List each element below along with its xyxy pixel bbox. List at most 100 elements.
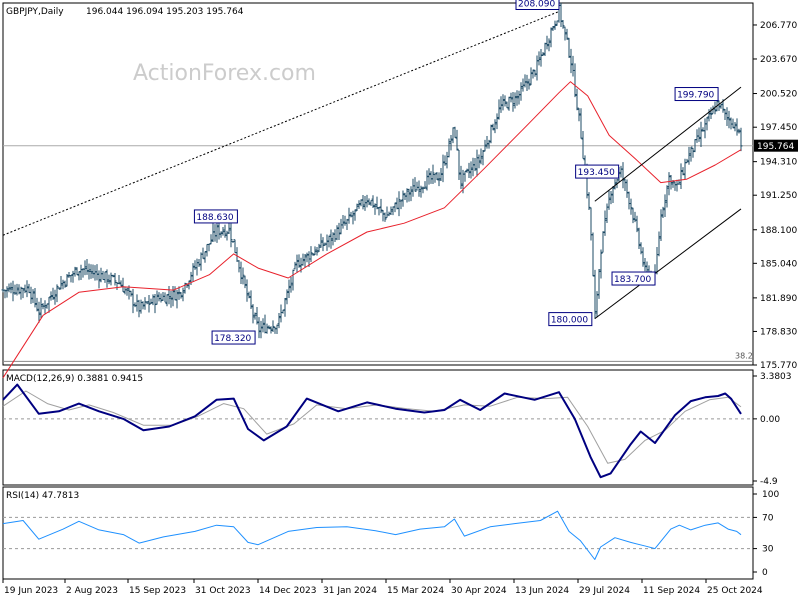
candle — [733, 122, 737, 132]
rsi-tick-label: 70 — [762, 513, 774, 523]
candle — [569, 48, 573, 74]
candle — [581, 131, 585, 160]
candle — [375, 196, 379, 210]
macd-signal-line — [2, 390, 742, 464]
price-annotation: 193.450 — [575, 164, 620, 179]
candle — [407, 188, 411, 202]
candle — [231, 240, 235, 243]
price-annotation: 178.320 — [211, 330, 256, 345]
candle — [565, 28, 569, 40]
candle — [563, 26, 567, 41]
symbol-title: GBPJPY,Daily — [6, 7, 64, 17]
candle — [147, 295, 151, 313]
candle — [357, 200, 361, 209]
candle — [389, 206, 393, 216]
candle — [313, 246, 317, 256]
macd-tick-label: 0.00 — [760, 415, 780, 425]
candle — [463, 170, 467, 182]
annotation-box — [611, 271, 656, 286]
candle — [125, 287, 129, 296]
candle — [303, 254, 307, 268]
date-tick-label: 25 Oct 2024 — [707, 586, 763, 596]
candle — [549, 27, 553, 48]
candle — [85, 259, 89, 275]
candle — [159, 293, 163, 303]
candle — [409, 186, 413, 202]
candle — [625, 179, 629, 198]
candle — [247, 291, 251, 299]
candle — [155, 290, 159, 305]
candle — [441, 154, 445, 183]
candle — [163, 292, 167, 303]
candle — [413, 177, 417, 192]
annotation-box — [211, 330, 256, 345]
price-annotation: 208.090 — [515, 0, 560, 10]
candle — [459, 165, 463, 189]
price-annotation: 183.700 — [611, 271, 656, 286]
candle — [691, 147, 695, 158]
candle — [503, 95, 507, 107]
candle — [629, 198, 633, 215]
candle — [37, 301, 41, 323]
candle — [57, 287, 61, 290]
candle — [421, 186, 425, 194]
candle — [311, 252, 315, 256]
candle — [361, 195, 365, 210]
candle — [253, 312, 257, 320]
candle — [285, 289, 289, 305]
macd-title: MACD(12,26,9) 0.3881 0.9415 — [6, 374, 143, 384]
price-annotation: 199.790 — [674, 87, 719, 102]
candle — [561, 19, 565, 29]
candle — [249, 290, 253, 309]
candle — [573, 63, 577, 98]
candle — [439, 167, 443, 182]
candle — [609, 190, 613, 205]
candle — [129, 290, 133, 297]
candle — [449, 134, 453, 151]
date-tick-label: 31 Jan 2024 — [323, 586, 377, 596]
candle — [603, 210, 607, 236]
candle — [245, 279, 249, 302]
candle — [9, 282, 13, 294]
candle — [329, 229, 333, 249]
candle — [515, 90, 519, 106]
candle — [553, 20, 557, 30]
candle — [731, 118, 735, 129]
fib-38-label: 38.2 — [735, 351, 753, 360]
candle — [83, 260, 87, 276]
candle — [87, 263, 91, 280]
candle — [169, 290, 173, 308]
annotation-label: 178.320 — [214, 334, 251, 344]
candle — [371, 195, 375, 209]
candle — [485, 136, 489, 149]
candle — [477, 154, 481, 169]
candle — [483, 139, 487, 152]
candle — [43, 300, 47, 314]
candle — [455, 129, 459, 151]
candle — [469, 161, 473, 179]
candle — [597, 269, 601, 299]
candle — [637, 227, 641, 249]
rsi-line — [2, 510, 742, 560]
candle — [209, 234, 213, 245]
candle — [423, 181, 427, 189]
candle — [393, 202, 397, 213]
candle — [687, 146, 691, 165]
candle — [607, 190, 611, 210]
candle — [203, 251, 207, 263]
candle — [113, 273, 117, 286]
candle — [497, 99, 501, 120]
price-tick-label: 200.520 — [760, 90, 797, 100]
date-tick-label: 19 Jun 2023 — [4, 586, 58, 596]
macd-line — [2, 383, 742, 479]
rsi-tick-label: 0 — [762, 568, 768, 578]
candle — [309, 246, 313, 263]
trendline-channel-upper — [594, 86, 742, 202]
candle — [447, 138, 451, 158]
candle — [707, 109, 711, 122]
candle — [577, 107, 581, 122]
candle — [17, 284, 21, 295]
candle — [643, 257, 647, 272]
candle — [719, 103, 723, 109]
